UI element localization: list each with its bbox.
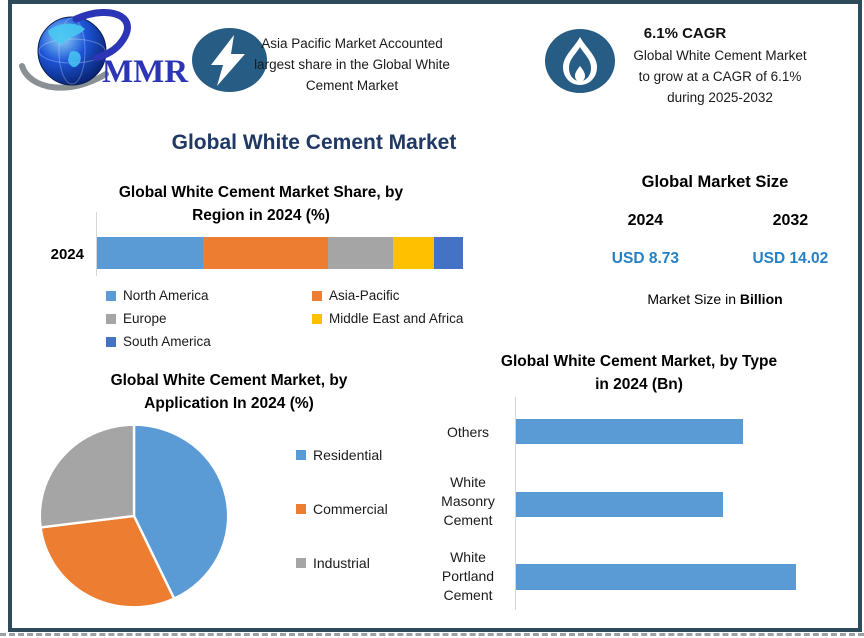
legend-label: South America (123, 334, 211, 349)
legend-swatch-europe (106, 313, 116, 324)
legend-item-middle-east-africa: Middle East and Africa (312, 311, 496, 326)
cagr-heading: 6.1% CAGR (643, 25, 727, 42)
region-chart-axis (96, 212, 97, 276)
type-bar-white-masonry-cement (516, 492, 724, 517)
logo-swoosh-blue (72, 8, 131, 62)
legend-swatch-industrial (296, 558, 306, 568)
globe-longitude-line (58, 17, 86, 85)
lightning-icon (192, 28, 267, 92)
market-size-values: USD 8.73 USD 14.02 (570, 250, 860, 268)
legend-item-asia-pacific: Asia-Pacific (312, 288, 496, 303)
legend-item-europe: Europe (106, 311, 312, 326)
type-chart-axis (515, 397, 516, 610)
legend-swatch-middle-east-africa (312, 313, 322, 324)
footnote-unit: Billion (739, 291, 783, 307)
mmr-logo: MMR (19, 8, 189, 91)
type-category-others: Others (446, 424, 489, 440)
type-bar-track-white-portland-cement (516, 564, 796, 590)
legend-swatch-north-america (106, 290, 116, 301)
legend-item-commercial: Commercial (296, 501, 388, 517)
bottom-dashed-line (0, 633, 864, 636)
legend-swatch-south-america (106, 336, 116, 347)
legend-swatch-residential (296, 450, 306, 460)
application-chart-title: Global White Cement Market, by Applicati… (110, 372, 348, 412)
type-bar-others (516, 419, 743, 444)
legend-item-industrial: Industrial (296, 555, 388, 571)
type-bar-track-others (516, 419, 796, 444)
footnote-prefix: Market Size in (647, 291, 740, 307)
logo-wordmark: MMR (102, 54, 189, 90)
page-title: Global White Cement Market (171, 131, 457, 154)
type-bar-white-portland-cement (516, 564, 796, 590)
application-pie-chart (38, 423, 230, 609)
bar-segment-asia-pacific (203, 237, 328, 269)
market-size-years: 2024 2032 (570, 212, 860, 230)
legend-item-north-america: North America (106, 288, 312, 303)
type-category-white-portland-cement: White Portland Cement (441, 549, 495, 603)
bar-segment-north-america (97, 237, 204, 269)
legend-label: North America (123, 288, 209, 303)
legend-swatch-commercial (296, 504, 306, 514)
type-bar-track-white-masonry-cement (516, 492, 796, 517)
region-chart-category-label: 2024 (50, 246, 84, 263)
pie-slice-industrial (38, 423, 136, 529)
region-chart-title: Global White Cement Market Share, by Reg… (118, 184, 404, 224)
pie-slice-commercial (39, 514, 176, 609)
bar-segment-europe (327, 237, 394, 269)
legend-label: Commercial (313, 501, 388, 517)
legend-label: Europe (123, 311, 167, 326)
legend-label: Residential (313, 447, 383, 463)
flame-icon (545, 29, 615, 93)
highlight-cagr-text: Global White Cement Market to grow at a … (633, 48, 807, 105)
type-category-white-masonry-cement: White Masonry Cement (441, 474, 495, 528)
market-size-title: Global Market Size (641, 173, 789, 191)
application-legend: Residential Commercial Industrial (296, 447, 388, 609)
market-size-value-2032: USD 14.02 (752, 250, 829, 267)
legend-label: Asia-Pacific (329, 288, 400, 303)
region-legend: North America Asia-Pacific Europe Middle… (106, 284, 496, 353)
legend-swatch-asia-pacific (312, 290, 322, 301)
logo-swoosh-gray (19, 63, 109, 91)
bar-segment-middle-east-africa (393, 237, 434, 269)
highlight-asia-pacific-text: Asia Pacific Market Accounted largest sh… (254, 36, 450, 93)
bar-segment-south-america (433, 237, 463, 269)
globe-continent-north (48, 23, 85, 45)
type-chart-title: Global White Cement Market, by Type in 2… (500, 353, 778, 393)
market-size-year-2024: 2024 (627, 212, 664, 229)
market-size-footnote: Market Size in Billion (570, 291, 860, 307)
legend-item-south-america: South America (106, 334, 312, 349)
region-stacked-bar (97, 237, 463, 269)
legend-label: Middle East and Africa (329, 311, 464, 326)
market-size-value-2024: USD 8.73 (611, 250, 679, 267)
legend-label: Industrial (313, 555, 370, 571)
legend-item-residential: Residential (296, 447, 388, 463)
pie-slice-residential (132, 423, 230, 600)
globe-continent-south (68, 51, 81, 68)
market-size-year-2032: 2032 (772, 212, 809, 229)
